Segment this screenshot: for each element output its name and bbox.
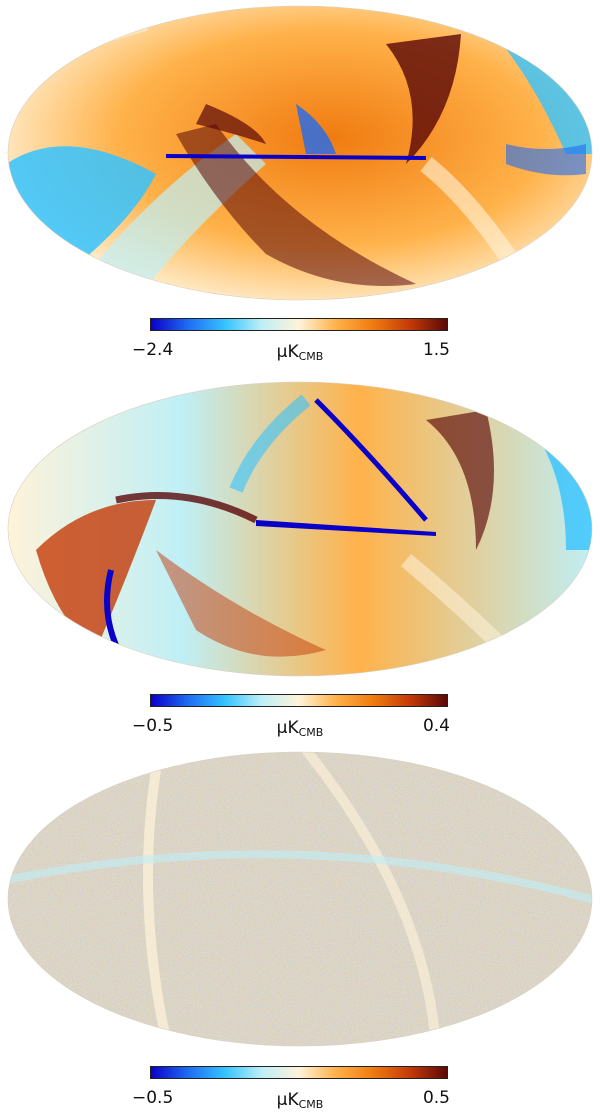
- colorbar-unit-2: μKCMB: [0, 718, 600, 743]
- unit-symbol-3: μK: [276, 1090, 299, 1110]
- colorbar-3: [150, 1066, 448, 1079]
- mollweide-map-3: [6, 750, 594, 1048]
- sky-map-1: [7, 5, 593, 301]
- colorbar-max-label-3: 0.5: [422, 1088, 450, 1108]
- colorbar-max-label-2: 0.4: [422, 716, 450, 736]
- colorbar-unit-1: μKCMB: [0, 342, 600, 367]
- sky-map-3: [7, 751, 593, 1047]
- sky-map-2: [7, 381, 593, 677]
- unit-subscript-3: CMB: [298, 1098, 324, 1111]
- unit-subscript-2: CMB: [298, 726, 324, 739]
- colorbar-min-label-2: −0.5: [132, 716, 174, 736]
- colorbar-1: [150, 318, 448, 331]
- colorbar-unit-3: μKCMB: [0, 1090, 600, 1115]
- unit-symbol-2: μK: [276, 718, 299, 738]
- unit-subscript-1: CMB: [298, 350, 324, 363]
- colorbar-min-label-1: −2.4: [132, 340, 174, 360]
- mollweide-map-1: [6, 4, 594, 302]
- mollweide-map-2: [6, 380, 594, 678]
- colorbar-2: [150, 694, 448, 707]
- colorbar-max-label-1: 1.5: [422, 340, 450, 360]
- colorbar-min-label-3: −0.5: [132, 1088, 174, 1108]
- unit-symbol-1: μK: [276, 342, 299, 362]
